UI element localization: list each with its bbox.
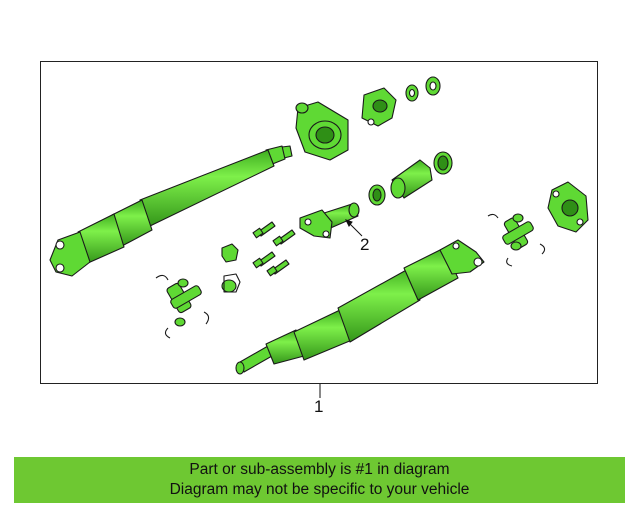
flange-yoke-upper[interactable]: [361, 87, 397, 127]
callout-1-label: 1: [314, 397, 324, 416]
flange-yoke-lower[interactable]: [547, 181, 589, 233]
dust-boot[interactable]: [368, 151, 453, 206]
universal-joint-left[interactable]: [155, 274, 210, 339]
callout-2-label: 2: [360, 235, 370, 254]
slip-yoke-shaft[interactable]: [299, 202, 360, 239]
washer-pair-upper[interactable]: [405, 76, 441, 102]
front-driveshaft[interactable]: [49, 145, 293, 277]
universal-joint-right[interactable]: [487, 213, 546, 267]
center-bearing[interactable]: [295, 101, 349, 161]
rear-driveshaft[interactable]: [235, 239, 485, 375]
banner-line-2: Diagram may not be specific to your vehi…: [169, 481, 470, 498]
nut-set[interactable]: [221, 243, 241, 293]
bolt-set[interactable]: [252, 221, 296, 277]
info-banner: Part or sub-assembly is #1 in diagram Di…: [14, 457, 625, 503]
banner-line-1: Part or sub-assembly is #1 in diagram: [189, 461, 450, 478]
diagram-frame: [40, 61, 598, 384]
